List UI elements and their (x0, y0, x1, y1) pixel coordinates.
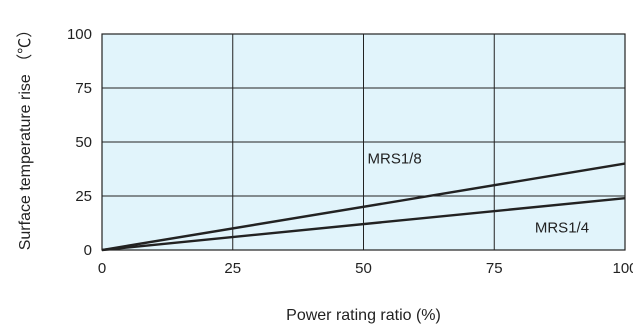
x-tick-labels: 0 25 50 75 100 (98, 260, 633, 277)
y-tick-label: 100 (67, 26, 92, 43)
x-tick-label: 0 (98, 260, 106, 277)
x-tick-label: 75 (486, 260, 503, 277)
x-tick-label: 100 (612, 260, 633, 277)
series-label: MRS1/4 (535, 220, 589, 237)
y-axis-title: Surface temperature rise （℃） (16, 22, 34, 251)
series-lines (101, 162, 626, 252)
series-line-1 (101, 162, 626, 252)
series-line-2 (101, 196, 626, 252)
y-tick-label: 0 (84, 242, 92, 259)
y-tick-label: 75 (75, 80, 92, 97)
grid-lines (101, 33, 626, 251)
series-labels: MRS1/8 MRS1/4 (368, 151, 590, 237)
y-tick-labels: 0 25 50 75 100 (67, 26, 92, 259)
x-axis-title: Power rating ratio (%) (286, 307, 441, 324)
x-tick-label: 50 (355, 260, 372, 277)
y-tick-label: 50 (75, 134, 92, 151)
x-tick-label: 25 (224, 260, 241, 277)
y-tick-label: 25 (75, 188, 92, 205)
series-label: MRS1/8 (368, 151, 422, 168)
